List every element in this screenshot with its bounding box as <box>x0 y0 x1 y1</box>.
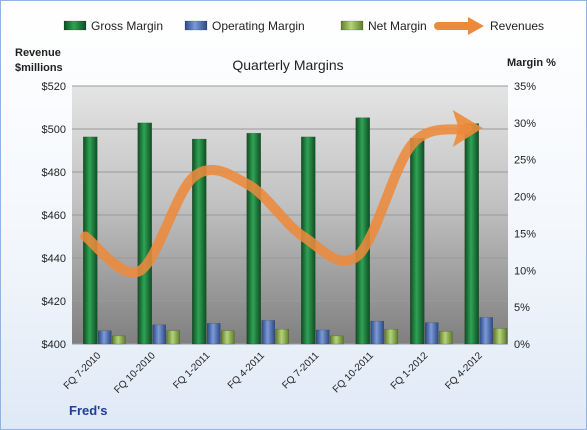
net-margin-bar <box>275 329 289 345</box>
net-margin-bar <box>166 330 180 345</box>
right-tick-label: 5% <box>514 302 530 314</box>
revenue-line-series <box>80 110 483 278</box>
right-tick-label: 30% <box>514 118 536 130</box>
left-tick-label: $440 <box>42 253 66 265</box>
operating-margin-bar <box>370 320 384 345</box>
operating-margin-bar <box>207 323 221 345</box>
gross-margin-bar <box>355 117 370 345</box>
footer-label: Fred's <box>69 403 108 418</box>
operating-margin-bar <box>261 320 275 345</box>
gross-margin-bar <box>246 132 261 345</box>
operating-margin-bar <box>98 330 112 345</box>
revenues-line <box>80 124 472 278</box>
legend-label: Gross Margin <box>91 19 163 33</box>
left-tick-label: $500 <box>42 124 66 136</box>
legend-label: Net Margin <box>368 19 427 33</box>
right-tick-label: 15% <box>514 228 536 240</box>
legend-swatch <box>340 20 364 31</box>
left-tick-label: $480 <box>42 167 66 179</box>
left-axis-label-line2: $millions <box>15 62 63 74</box>
x-tick-label: FQ 1-2011 <box>171 350 212 391</box>
right-axis-ticks: 0% 5% 10% 15% 20% 25% 30% 35% <box>514 81 536 351</box>
x-tick-label: FQ 10-2011 <box>331 350 376 395</box>
revenues-arrow-head <box>452 110 483 147</box>
legend-item-operating-margin: Operating Margin <box>184 19 305 33</box>
gross-margin-bar <box>464 123 479 345</box>
operating-margin-bar <box>479 317 493 345</box>
legend: Gross Margin Operating Margin Net Margin Re… <box>63 17 544 35</box>
operating-margin-bar <box>425 322 439 345</box>
x-tick-label: FQ 1-2012 <box>389 350 431 392</box>
right-tick-label: 10% <box>514 265 536 277</box>
left-tick-label: $460 <box>42 210 66 222</box>
legend-swatch <box>63 20 87 31</box>
net-margin-bar <box>493 328 507 345</box>
net-margin-bar <box>112 335 126 345</box>
legend-item-gross-margin: Gross Margin <box>63 19 163 33</box>
operating-margin-bar <box>316 329 330 345</box>
right-tick-label: 35% <box>514 81 536 93</box>
left-tick-label: $520 <box>42 81 66 93</box>
x-tick-label: FQ 10-2010 <box>112 350 158 396</box>
right-axis-label: Margin % <box>507 57 556 69</box>
x-tick-label: FQ 7-2010 <box>62 350 104 392</box>
gross-margin-bar <box>192 138 207 345</box>
x-tick-label: FQ 4-2011 <box>226 350 267 391</box>
net-margin-bar <box>221 330 235 345</box>
left-tick-label: $400 <box>42 339 66 351</box>
legend-label: Operating Margin <box>212 19 305 33</box>
chart-title: Quarterly Margins <box>232 57 343 73</box>
net-margin-bar <box>439 331 453 345</box>
x-tick-label: FQ 4-2012 <box>443 350 485 392</box>
right-tick-label: 25% <box>514 155 536 167</box>
legend-label: Revenues <box>490 19 544 33</box>
left-tick-label: $420 <box>42 296 66 308</box>
legend-item-net-margin: Net Margin <box>340 19 427 33</box>
legend-swatch <box>184 20 208 31</box>
gross-margin-bar <box>137 122 152 345</box>
right-tick-label: 0% <box>514 339 530 351</box>
x-axis-ticks: FQ 7-2010 FQ 10-2010 FQ 1-2011 FQ 4-2011 FQ … <box>62 350 485 396</box>
net-margin-bar <box>384 329 398 345</box>
x-tick-label: FQ 7-2011 <box>280 350 321 391</box>
gross-margin-bar <box>410 138 425 345</box>
net-margin-bar <box>330 335 344 345</box>
legend-arrow-head <box>468 17 484 35</box>
left-axis-ticks: $400 $420 $440 $460 $480 $500 $520 <box>42 81 66 351</box>
operating-margin-bar <box>152 324 166 345</box>
left-axis-label-line1: Revenue <box>15 47 61 59</box>
legend-item-revenues: Revenues <box>434 17 544 35</box>
right-tick-label: 20% <box>514 192 536 204</box>
